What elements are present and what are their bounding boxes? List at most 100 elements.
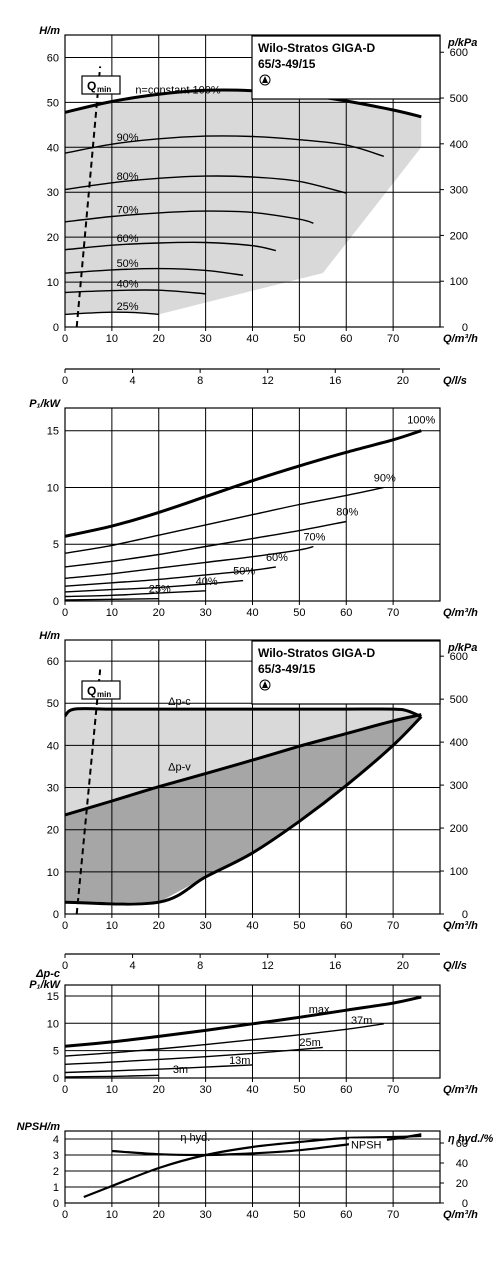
y-tick-label: 0 [53, 1073, 59, 1085]
x-tick-label: 60 [340, 920, 352, 932]
series-line [64, 1023, 384, 1057]
x-tick-label: 30 [200, 333, 212, 345]
y2-tick-label: 40 [456, 1158, 468, 1170]
x-tick-label: 40 [246, 607, 258, 619]
x-tick-label: 8 [197, 375, 203, 387]
series-line [64, 267, 244, 276]
x-tick-label: 60 [340, 607, 352, 619]
series-label: η hyd. [180, 1132, 210, 1144]
title-box [251, 35, 441, 100]
series-line [64, 995, 422, 1048]
y2-tick-label: 0 [462, 1198, 468, 1210]
y2-axis-label: η hyd./% [448, 1133, 493, 1145]
series-label: 40% [196, 576, 218, 588]
series-label: 50% [233, 566, 255, 578]
y2-tick-label: 0 [462, 322, 468, 334]
series-label: 13m [229, 1055, 250, 1067]
x-tick-label: 0 [62, 960, 68, 972]
x-axis-label: Q/l/s [443, 375, 467, 387]
y-tick-label: 40 [47, 740, 59, 752]
x-tick-label: 20 [153, 607, 165, 619]
y-axis-label: H/m [39, 630, 60, 642]
y-axis-label: NPSH/m [17, 1121, 61, 1133]
x-tick-label: 30 [200, 920, 212, 932]
x-tick-label: 20 [153, 333, 165, 345]
wilo-logo-icon [259, 74, 271, 86]
chart-subtitle: 65/3-49/15 [258, 57, 316, 71]
x-tick-label: 30 [200, 1209, 212, 1221]
series-line [64, 429, 422, 538]
y-tick-label: 10 [47, 482, 59, 494]
series-label: 3m [173, 1064, 188, 1076]
x-axis-label: Q/l/s [443, 960, 467, 972]
y-axis-label: H/m [39, 25, 60, 37]
y2-tick-label: 100 [450, 866, 468, 878]
chart-subtitle: 65/3-49/15 [258, 662, 316, 676]
series-line [64, 210, 314, 224]
wilo-logo-triangle-icon [262, 76, 268, 83]
x-tick-label: 60 [340, 333, 352, 345]
y2-tick-label: 20 [456, 1178, 468, 1190]
series-line [64, 241, 277, 252]
npsh-label-bg [348, 1138, 387, 1152]
y-tick-label: 20 [47, 825, 59, 837]
x-tick-label: 40 [246, 1209, 258, 1221]
series-line [64, 713, 422, 817]
x-tick-label: 50 [293, 607, 305, 619]
chart-panel-1: 0 4 8 12 16 20 Q/l/s [62, 368, 467, 387]
x-tick-label: 60 [340, 1209, 352, 1221]
y2-tick-label: 400 [450, 737, 468, 749]
x-axis-label: Q/m³/h [443, 333, 478, 345]
x-tick-label: 50 [293, 920, 305, 932]
x-tick-label: 10 [106, 920, 118, 932]
y2-tick-label: 500 [450, 93, 468, 105]
x-tick-label: 0 [62, 1084, 68, 1096]
x-tick-label: 70 [387, 1209, 399, 1221]
qmin-subscript: min [97, 690, 111, 699]
series-label: 60% [266, 552, 288, 564]
y-axis-label-top: Δp-c [35, 968, 60, 980]
series-label: 37m [351, 1015, 372, 1027]
qmin-label: Q [87, 684, 96, 698]
x-tick-label: 50 [293, 1209, 305, 1221]
x-axis-label: Q/m³/h [443, 920, 478, 932]
series-label: Δp-c [168, 696, 191, 708]
x-tick-label: 70 [387, 607, 399, 619]
x-tick-label: 60 [340, 1084, 352, 1096]
series-label: 80% [336, 507, 358, 519]
x-tick-label: 70 [387, 1084, 399, 1096]
title-box [251, 640, 441, 705]
x-tick-label: 50 [293, 1084, 305, 1096]
y-tick-label: 5 [53, 539, 59, 551]
x-tick-label: 0 [62, 1209, 68, 1221]
y-tick-label: 60 [47, 656, 59, 668]
x-tick-label: 10 [106, 333, 118, 345]
x-tick-label: 20 [397, 375, 409, 387]
x-tick-label: 12 [262, 375, 274, 387]
y2-tick-label: 600 [450, 651, 468, 663]
y-tick-label: 5 [53, 1046, 59, 1058]
y-tick-label: 10 [47, 1018, 59, 1030]
chart-panel-0: 0 10 20 30 40 50 60 70 Q/m³/h0102030405060H/m010… [39, 25, 478, 345]
series-line [64, 545, 314, 579]
series-label: Δp-v [168, 762, 191, 774]
x-tick-label: 20 [153, 1084, 165, 1096]
y-axis-label: P₁/kW [29, 979, 61, 991]
y2-tick-label: 400 [450, 139, 468, 151]
y-tick-label: 3 [53, 1150, 59, 1162]
series-label: n=constant 100% [135, 84, 221, 96]
x-tick-label: 30 [200, 1084, 212, 1096]
y2-tick-label: 300 [450, 185, 468, 197]
series-label: 25% [149, 584, 171, 596]
x-tick-label: 40 [246, 1084, 258, 1096]
series-line [64, 1046, 323, 1065]
series-line [64, 598, 159, 601]
series-line [64, 590, 206, 598]
y2-tick-label: 0 [462, 909, 468, 921]
x-axis-label: Q/m³/h [443, 1084, 478, 1096]
y-tick-label: 10 [47, 277, 59, 289]
series-line [64, 311, 159, 316]
series-line [64, 486, 384, 554]
x-tick-label: 4 [130, 375, 136, 387]
